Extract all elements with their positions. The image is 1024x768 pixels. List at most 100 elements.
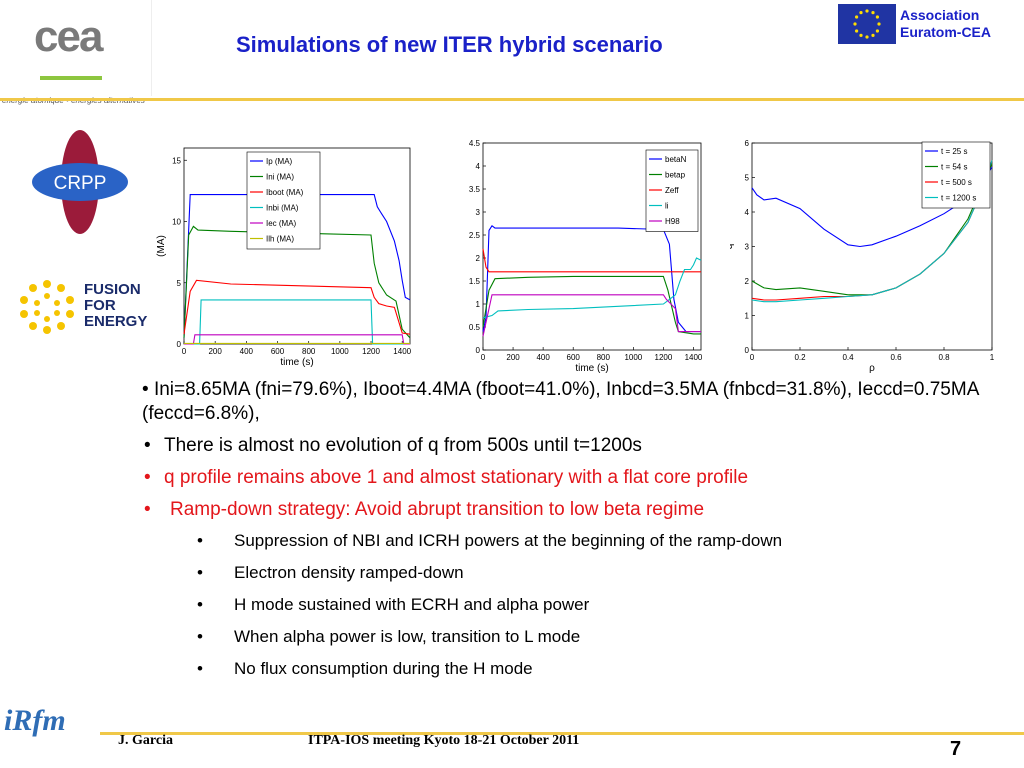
x-tick-label: 1200 [655,353,673,362]
legend-label: li [665,202,669,211]
header-divider [0,98,1024,101]
cea-logo: cea [34,12,103,61]
slide-title: Simulations of new ITER hybrid scenario [236,32,663,57]
crpp-logo: CRPP [30,130,130,239]
x-tick-label: 400 [240,347,254,356]
page-number: 7 [950,738,962,760]
legend-label: betap [665,171,686,180]
y-tick-label: 3.5 [469,185,481,194]
x-tick-label: 800 [302,347,316,356]
x-tick-label: 0 [182,347,187,356]
legend-box [246,151,321,250]
bullet-item: • q profile remains above 1 and almost st… [144,467,749,488]
x-tick-label: 1000 [624,353,642,362]
x-tick-label: 1 [990,353,995,362]
y-tick-label: 0.5 [469,323,481,332]
series-line [183,225,411,339]
f4e-logo-text: FUSION FOR ENERGY [84,281,148,330]
y-tick-label: 0 [745,346,750,355]
bullet-item: • There is almost no evolution of q from … [144,435,642,456]
legend-label: Ip (MA) [266,157,293,166]
x-tick-label: 0 [750,353,755,362]
bullet-item: • Ini=8.65MA (fni=79.6%), Iboot=4.4MA (f… [142,379,979,424]
beta-chart: 0 200 400 600 800 1000 1200 1400 0 0.5 1 1.5 2 2.5 3 3.… [469,139,703,374]
y-axis-label: (MA) [156,235,167,257]
footer-author: J. Garcia [118,733,173,748]
y-tick-label: 2.5 [469,231,481,240]
series-line [183,194,411,338]
x-tick-label: 0 [481,353,486,362]
y-tick-label: 0 [177,340,182,349]
legend-label: t = 25 s [941,147,967,156]
x-axis-label: time (s) [280,357,313,368]
legend-label: Inbi (MA) [266,204,299,213]
x-tick-label: 800 [597,353,611,362]
x-axis-label: ρ [869,363,875,374]
legend-box [645,149,699,232]
legend-label: Ini (MA) [266,173,294,182]
y-tick-label: 1 [476,300,481,309]
legend-label: t = 1200 s [941,194,976,203]
x-tick-label: 400 [536,353,550,362]
y-tick-label: 10 [172,218,181,227]
sub-bullet-item: • When alpha power is low, transition to … [197,627,581,646]
x-tick-label: 600 [567,353,581,362]
svg-text:CRPP: CRPP [54,173,107,194]
legend-label: Iboot (MA) [266,188,304,197]
y-tick-label: 2 [476,254,481,263]
series-line [482,294,701,337]
x-tick-label: 200 [208,347,222,356]
x-tick-label: 0.2 [794,353,806,362]
y-tick-label: 5 [745,174,750,183]
y-tick-label: 4.5 [469,139,481,148]
series-line [184,334,410,345]
x-tick-label: 1000 [331,347,349,356]
sub-bullet-item: • Suppression of NBI and ICRH powers at t… [197,531,783,550]
legend-label: t = 500 s [941,178,972,187]
footer-meeting: ITPA-IOS meeting Kyoto 18-21 October 201… [308,733,580,748]
y-tick-label: 3 [745,243,750,252]
cea-logo-bar [40,76,102,80]
sub-bullet-item: • No flux consumption during the H mode [197,659,533,678]
x-tick-label: 1400 [685,353,703,362]
y-tick-label: 1.5 [469,277,481,286]
y-axis-label: q [730,244,735,250]
y-tick-label: 1 [745,312,750,321]
series-line [482,257,702,319]
bullet-item: • Ramp-down strategy: Avoid abrupt transi… [144,499,705,520]
x-tick-label: 1400 [393,347,411,356]
y-tick-label: 4 [745,208,750,217]
series-line [482,248,701,273]
cea-logo-box [0,0,152,96]
y-tick-label: 15 [172,156,181,165]
x-axis-label: time (s) [575,363,608,374]
footer-divider [100,732,1024,735]
sub-bullet-item: • H mode sustained with ECRH and alpha po… [197,595,590,614]
y-tick-label: 2 [745,277,750,286]
irfm-logo: iRfm [4,704,66,737]
legend-label: Iec (MA) [266,219,297,228]
y-tick-label: 4 [476,162,481,171]
series-line [183,279,411,335]
bullet-list: • Ini=8.65MA (fni=79.6%), Iboot=4.4MA (f… [142,378,1002,690]
eu-flag-icon [838,4,896,44]
y-tick-label: 6 [745,139,750,148]
f4e-logo-icon [14,276,80,343]
y-tick-label: 0 [476,346,481,355]
series-line [751,160,993,303]
legend-label: Zeff [665,186,679,195]
y-tick-label: 3 [476,208,481,217]
legend-label: t = 54 s [941,163,967,172]
series-line [184,299,410,345]
x-tick-label: 0.8 [938,353,950,362]
x-tick-label: 0.4 [842,353,854,362]
legend-label: H98 [665,217,680,226]
legend-label: Ilh (MA) [266,235,294,244]
x-tick-label: 1200 [362,347,380,356]
y-tick-label: 5 [177,279,182,288]
x-tick-label: 0.6 [890,353,902,362]
series-line [482,225,701,333]
x-tick-label: 200 [506,353,520,362]
x-tick-label: 600 [271,347,285,356]
legend-label: betaN [665,155,687,164]
